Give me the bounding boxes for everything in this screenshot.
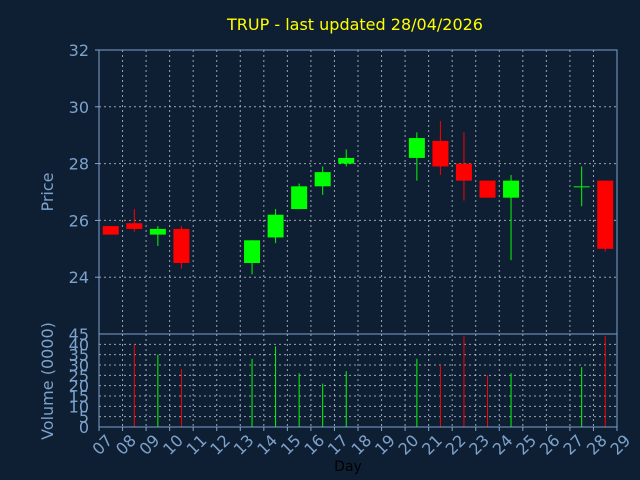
volume-tick-label: 30 [69, 356, 89, 375]
x-axis-label: Day [334, 459, 362, 475]
candle-body [173, 228, 190, 263]
price-tick-label: 28 [69, 155, 89, 174]
price-axis-label: Price [38, 172, 57, 211]
volume-tick-label: 25 [69, 366, 89, 385]
candle-body [291, 186, 308, 210]
candle-body [267, 214, 284, 238]
price-tick-label: 24 [69, 268, 89, 287]
candle-body [408, 138, 425, 158]
candle-body [102, 226, 119, 235]
price-candles [102, 121, 614, 275]
candle-body [479, 180, 496, 198]
volume-tick-label: 40 [69, 335, 89, 354]
price-grid [99, 50, 617, 334]
candle-body [126, 223, 143, 229]
candle-body [149, 228, 166, 235]
x-axis-ticks: 0708091011121314151617181920212223242526… [88, 427, 634, 459]
volume-axis-label: Volume (0000) [38, 322, 57, 440]
volume-tick-label: 20 [69, 377, 89, 396]
candle-body [597, 180, 614, 249]
candle-body [314, 172, 331, 187]
volume-tick-label: 15 [69, 387, 89, 406]
price-tick-label: 32 [69, 41, 89, 60]
candle-body [573, 186, 590, 188]
volume-grid [99, 334, 617, 427]
volume-tick-label: 5 [79, 408, 89, 427]
candle-body [244, 240, 261, 263]
volume-tick-label: 10 [69, 397, 89, 416]
price-axis-ticks: 32 30 28 26 24 [69, 41, 99, 287]
price-tick-label: 30 [69, 98, 89, 117]
candle-body [455, 163, 472, 181]
price-tick-label: 26 [69, 211, 89, 230]
x-tick-label: 29 [606, 431, 634, 459]
candle-body [432, 140, 449, 167]
volume-tick-label: 45 [69, 325, 89, 344]
candle-body [503, 180, 520, 198]
volume-bars [133, 336, 606, 427]
candle-body [338, 157, 355, 164]
volume-tick-label: 35 [69, 346, 89, 365]
chart-title: TRUP - last updated 28/04/2026 [226, 15, 483, 34]
volume-tick-label: 0 [79, 418, 89, 437]
